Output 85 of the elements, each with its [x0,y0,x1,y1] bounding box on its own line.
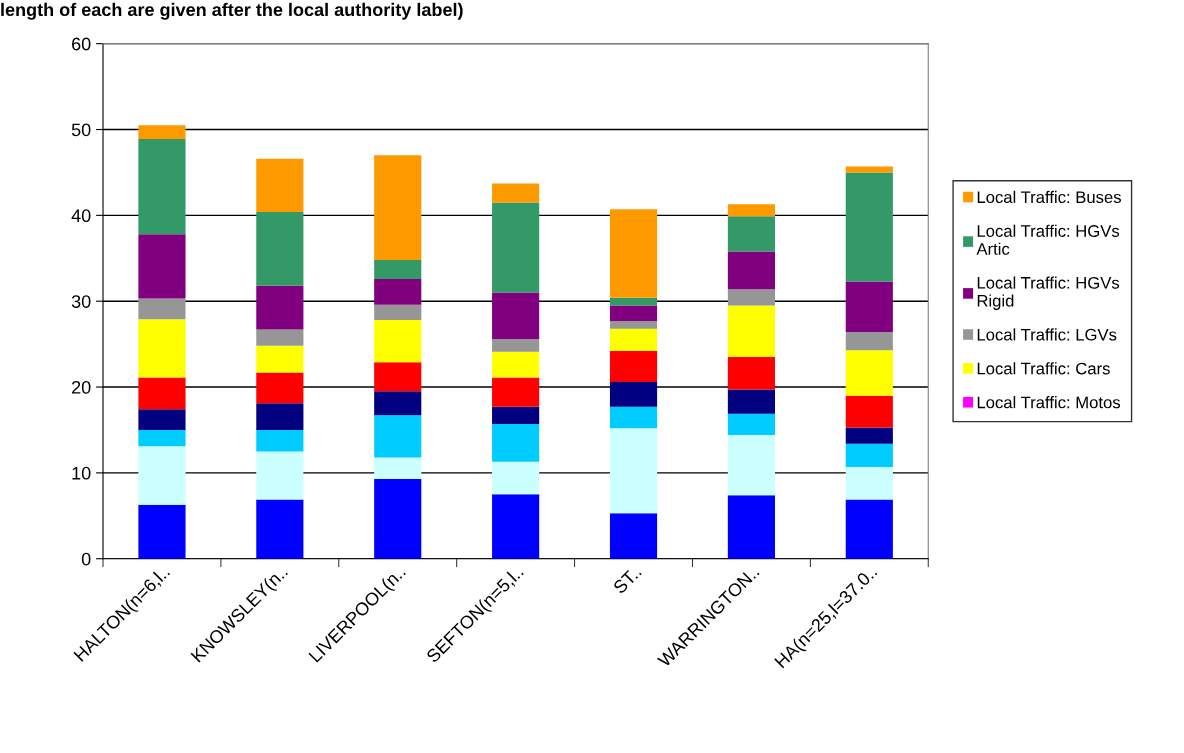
bar [256,329,304,346]
bar [492,377,540,407]
bar [727,413,775,436]
bar [492,183,540,203]
bar [845,466,893,500]
bar [609,320,658,329]
legend-label: Local Traffic: Cars [977,362,1110,375]
bar [374,457,422,479]
bar [374,278,422,305]
y-tick-label: 0 [81,552,91,566]
bar [374,304,422,321]
bar [374,155,422,260]
bar [256,429,304,452]
bar [727,204,775,217]
bar [256,285,304,330]
bar [138,409,186,430]
y-tick-label: 60 [72,37,91,51]
bar [138,125,186,139]
bar [256,451,304,500]
bar [727,289,775,306]
bar [492,461,540,495]
bar [138,319,186,378]
y-tick-label: 50 [71,123,91,137]
bar [492,494,540,559]
legend-label: Local Traffic: Buses [977,190,1121,204]
bar [727,305,775,357]
bar [492,423,540,462]
chart-title: length of each are given after the local authority label) [1,2,463,20]
bar [492,202,540,293]
bar [492,406,540,424]
bar [256,158,304,212]
legend-label: Local Traffic: LGVs [977,328,1117,341]
bar [609,305,658,321]
bar [609,381,658,407]
bar [727,389,775,414]
bar [492,292,540,339]
y-tick-label: 20 [72,380,91,394]
bar [492,338,540,352]
bar [845,427,893,444]
bar [138,298,186,320]
bar [374,320,422,363]
bar [256,211,304,286]
bar [256,499,304,559]
bar [609,297,658,306]
bar [138,377,186,410]
bar [845,281,893,333]
bar [845,395,893,428]
bar [609,406,658,429]
bar [374,260,422,279]
legend-label: Local Traffic: HGVs Rigid [977,276,1120,310]
bar [256,345,304,373]
bar [609,428,658,514]
bar [256,372,304,404]
bar [138,138,186,235]
bar [845,499,893,559]
bar [609,209,658,298]
bar [727,216,775,252]
y-tick-label: 40 [71,209,91,223]
bar [374,415,422,458]
bar [845,172,893,282]
bar [845,443,893,467]
bar [256,403,304,430]
bar [845,350,893,396]
bar [374,391,422,416]
bar [845,332,893,351]
bar [727,357,775,390]
bar [138,429,186,447]
bar [138,234,186,299]
bar [492,351,540,378]
bar [138,446,186,505]
y-tick-label: 30 [71,295,91,308]
bar [374,362,422,392]
y-tick-label: 10 [72,466,91,480]
bar [609,328,658,351]
bar [845,166,893,173]
bar [374,478,422,559]
legend-label: Local Traffic: HGVs Artic [976,224,1120,255]
bar [727,251,775,290]
bar [727,435,775,496]
x-tick-label: ST.. [612,565,642,595]
bar [609,513,658,559]
bar [609,350,658,382]
bar [138,504,186,559]
bar [727,495,775,559]
legend-label: Local Traffic: Motos [977,396,1121,409]
